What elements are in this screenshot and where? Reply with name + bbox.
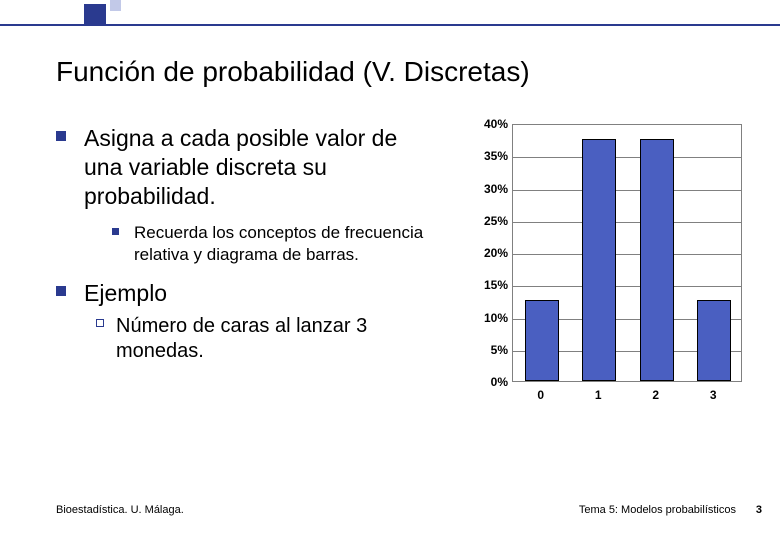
chart-gridline	[513, 222, 741, 223]
bullet-1-sub-text: Recuerda los conceptos de frecuencia rel…	[134, 222, 436, 265]
hollow-bullet-marker-icon	[96, 314, 116, 364]
chart-x-tick-label: 2	[646, 388, 666, 402]
chart-gridline	[513, 190, 741, 191]
decoration-square-large	[84, 4, 106, 26]
bullet-1: Asigna a cada posible valor de una varia…	[56, 124, 436, 210]
top-decoration	[0, 0, 780, 30]
chart-plot-area	[512, 124, 742, 382]
bullet-2-text: Ejemplo	[84, 279, 167, 308]
chart-x-tick-label: 1	[588, 388, 608, 402]
footer-left: Bioestadística. U. Málaga.	[56, 504, 184, 516]
bullet-marker-icon	[56, 124, 84, 210]
decoration-line	[0, 24, 780, 26]
bullet-marker-icon	[56, 279, 84, 308]
probability-bar-chart: 0% 5% 10% 15% 20% 25% 30% 35% 40% 0 1 2 3	[468, 118, 748, 408]
chart-x-tick-label: 3	[703, 388, 723, 402]
chart-gridline	[513, 157, 741, 158]
bullet-1-text: Asigna a cada posible valor de una varia…	[84, 124, 436, 210]
page-number: 3	[756, 504, 762, 516]
bullet-1-sub: Recuerda los conceptos de frecuencia rel…	[112, 222, 436, 265]
chart-y-tick-label: 25%	[468, 214, 508, 228]
chart-y-tick-label: 10%	[468, 311, 508, 325]
bullet-2-sub-text: Número de caras al lanzar 3 monedas.	[116, 314, 436, 364]
chart-bar	[640, 139, 674, 381]
chart-bar	[525, 300, 559, 381]
chart-bar	[697, 300, 731, 381]
decoration-square-small	[110, 0, 121, 11]
content-column: Asigna a cada posible valor de una varia…	[56, 110, 436, 364]
chart-bar	[582, 139, 616, 381]
chart-gridline	[513, 254, 741, 255]
bullet-2-sub: Número de caras al lanzar 3 monedas.	[96, 314, 436, 364]
bullet-2-sub-prefix: Número	[116, 315, 187, 337]
chart-y-tick-label: 20%	[468, 246, 508, 260]
chart-y-tick-label: 30%	[468, 182, 508, 196]
chart-y-tick-label: 5%	[468, 343, 508, 357]
slide-title: Función de probabilidad (V. Discretas)	[56, 56, 530, 88]
bullet-2: Ejemplo	[56, 279, 436, 308]
chart-y-tick-label: 40%	[468, 117, 508, 131]
chart-x-tick-label: 0	[531, 388, 551, 402]
chart-y-tick-label: 15%	[468, 278, 508, 292]
sub-bullet-marker-icon	[112, 222, 134, 265]
chart-y-tick-label: 35%	[468, 149, 508, 163]
chart-y-tick-label: 0%	[468, 375, 508, 389]
chart-gridline	[513, 286, 741, 287]
footer-right: Tema 5: Modelos probabilísticos	[579, 504, 736, 516]
slide: Función de probabilidad (V. Discretas) A…	[0, 0, 780, 540]
